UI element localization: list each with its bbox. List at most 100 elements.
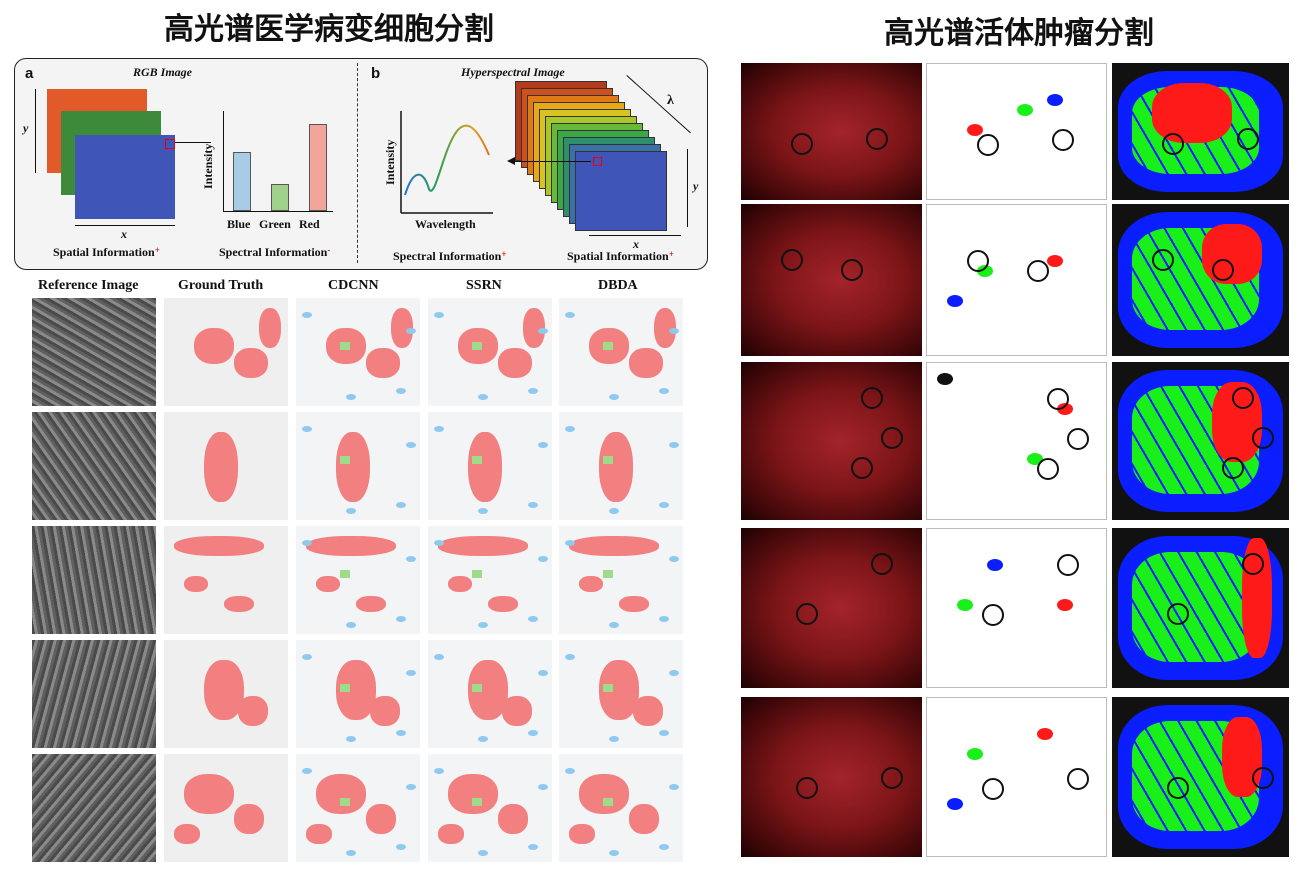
tumor-mask-cell <box>926 204 1107 356</box>
tumor-mask-cell <box>926 362 1107 520</box>
tumor-region <box>1152 83 1232 143</box>
panel-b-x-axis: x <box>633 237 639 251</box>
misclassified-region <box>396 730 406 736</box>
lesion-region <box>488 596 518 612</box>
lesion-region <box>316 576 340 592</box>
misclassified-region <box>659 616 669 622</box>
tumor-photo-cell <box>741 204 922 356</box>
misclassified-region <box>346 850 356 856</box>
marker-circle <box>1067 768 1089 790</box>
lesion-region <box>184 774 234 814</box>
dbda-cell <box>559 412 683 520</box>
panel-b-y-arrow <box>687 149 688 227</box>
marker-circle <box>982 778 1004 800</box>
lesion-region <box>579 576 603 592</box>
mask-region <box>967 124 983 136</box>
reference-image-cell <box>32 754 156 862</box>
panel-b-y-axis: y <box>693 179 699 193</box>
misclassified-region <box>565 768 575 774</box>
panel-b-letter: b <box>371 65 381 82</box>
marker-circle <box>861 387 883 409</box>
misclassified-region <box>396 502 406 508</box>
misclassified-region <box>396 388 406 394</box>
misclassified-region <box>565 426 575 432</box>
panel-b-spatial-label: Spatial Information+ <box>567 249 674 264</box>
cdcnn-cell <box>296 298 420 406</box>
misclassified-region <box>472 342 482 350</box>
mask-region <box>1047 94 1063 106</box>
marker-circle <box>1237 128 1259 150</box>
misclassified-region <box>669 328 679 334</box>
misclassified-region <box>528 502 538 508</box>
lesion-region <box>438 536 528 556</box>
lesion-region <box>438 824 464 844</box>
misclassified-region <box>659 844 669 850</box>
cube-arrow <box>511 161 591 162</box>
marker-circle <box>967 250 989 272</box>
lesion-region <box>599 432 633 502</box>
misclassified-region <box>659 502 669 508</box>
misclassified-region <box>406 670 416 676</box>
mask-region <box>1017 104 1033 116</box>
misclassified-region <box>302 540 312 546</box>
marker-circle <box>1252 767 1274 789</box>
lesion-region <box>569 824 595 844</box>
misclassified-region <box>669 670 679 676</box>
misclassified-region <box>472 570 482 578</box>
marker-circle <box>1067 428 1089 450</box>
tumor-photo-cell <box>741 63 922 200</box>
misclassified-region <box>538 784 548 790</box>
marker-circle <box>791 133 813 155</box>
panel-a-y-axis: y <box>23 121 29 135</box>
cdcnn-cell <box>296 754 420 862</box>
marker-circle <box>1052 129 1074 151</box>
panel-a-spectral-label: Spectral Information- <box>219 245 330 260</box>
marker-circle <box>851 457 873 479</box>
misclassified-region <box>528 844 538 850</box>
misclassified-region <box>659 388 669 394</box>
header-reference-image: Reference Image <box>38 278 139 293</box>
misclassified-region <box>302 768 312 774</box>
spectral-slice <box>575 151 667 231</box>
misclassified-region <box>669 442 679 448</box>
dbda-cell <box>559 754 683 862</box>
marker-circle <box>781 249 803 271</box>
lesion-region <box>366 804 396 834</box>
ssrn-cell <box>428 640 552 748</box>
lesion-region <box>498 804 528 834</box>
bar-red <box>309 124 327 211</box>
misclassified-region <box>565 654 575 660</box>
cdcnn-cell <box>296 526 420 634</box>
marker-circle <box>977 134 999 156</box>
mask-region <box>947 295 963 307</box>
tumor-segmentation-cell <box>1112 63 1289 200</box>
ground-truth-cell <box>164 298 288 406</box>
panel-b-lambda: λ <box>667 93 674 108</box>
mask-region <box>957 599 973 611</box>
tumor-photo-cell <box>741 528 922 688</box>
panel-a-spatial-label: Spatial Information+ <box>53 245 160 260</box>
misclassified-region <box>346 508 356 514</box>
misclassified-region <box>340 456 350 464</box>
spectral-curve-plot <box>400 111 493 214</box>
lesion-region <box>234 348 268 378</box>
mask-region <box>987 559 1003 571</box>
panel-a-spectral-sign: - <box>327 245 331 255</box>
misclassified-region <box>609 394 619 400</box>
misclassified-region <box>478 394 488 400</box>
marker-circle <box>1152 249 1174 271</box>
lesion-region <box>619 596 649 612</box>
mask-region <box>947 798 963 810</box>
ssrn-cell <box>428 526 552 634</box>
marker-circle <box>1242 553 1264 575</box>
cube-pixel-marker <box>593 157 602 166</box>
mask-region <box>1057 599 1073 611</box>
cdcnn-cell <box>296 640 420 748</box>
lesion-region <box>523 308 545 348</box>
ground-truth-cell <box>164 754 288 862</box>
misclassified-region <box>472 798 482 806</box>
misclassified-region <box>340 798 350 806</box>
panel-b-spectral-label: Spectral Information+ <box>393 249 506 264</box>
lesion-region <box>174 824 200 844</box>
misclassified-region <box>565 312 575 318</box>
